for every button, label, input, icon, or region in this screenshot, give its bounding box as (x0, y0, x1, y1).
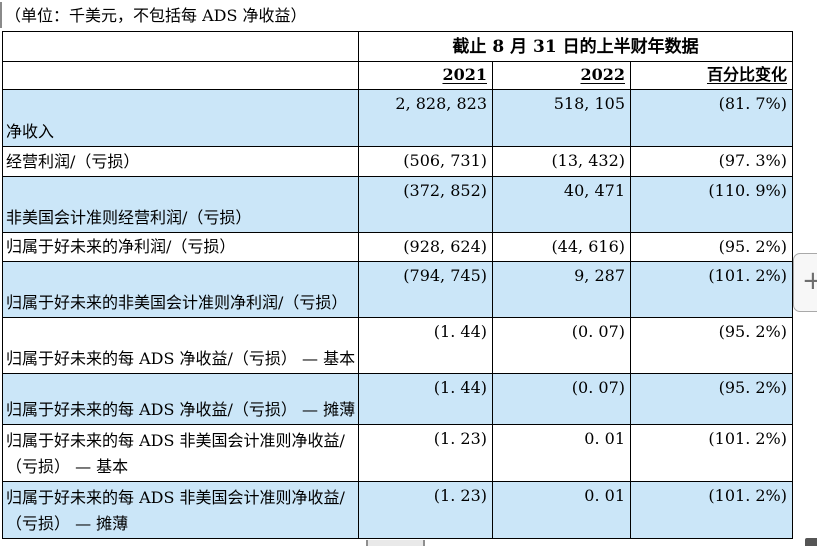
header-title-cell: 截止 8 月 31 日的上半财年数据 (358, 31, 793, 62)
table-unit-caption: （单位：千美元，不包括每 ADS 净收益） (5, 6, 307, 25)
header-row-title: 截止 8 月 31 日的上半财年数据 (2, 31, 793, 62)
cell-pct-change: (81. 7%) (630, 89, 793, 147)
cell-pct-change: (95. 2%) (630, 373, 793, 425)
header-row-columns: 2021 2022 百分比变化 (2, 61, 793, 90)
row-label: 经营利润/（亏损） (2, 146, 359, 177)
column-header-pct-change: 百分比变化 (630, 61, 793, 90)
horizontal-scrollbar-thumb[interactable] (366, 540, 425, 546)
row-label: 归属于好未来的净利润/（亏损） (2, 232, 359, 262)
cell-2021: (1. 23) (358, 481, 493, 539)
cell-2022: 0. 01 (492, 481, 631, 539)
cell-pct-change: (101. 2%) (630, 424, 793, 482)
table-row: 归属于好未来的每 ADS 净收益/（亏损） — 基本 (1. 44) (0. 0… (2, 317, 793, 374)
row-label: 净收入 (2, 89, 359, 147)
cell-pct-change: (95. 2%) (630, 232, 793, 262)
cell-2022: 9, 287 (492, 261, 631, 318)
cell-pct-change: (97. 3%) (630, 146, 793, 177)
financial-data-table: 截止 8 月 31 日的上半财年数据 2021 2022 百分比变化 净收入 2… (2, 31, 793, 539)
header-empty-cell (2, 31, 359, 62)
zoom-in-button[interactable]: + (793, 253, 817, 312)
column-header-2022: 2022 (492, 61, 631, 90)
cell-pct-change: (110. 9%) (630, 176, 793, 233)
cell-2021: (1. 44) (358, 317, 493, 374)
table-row: 非美国会计准则经营利润/（亏损） (372, 852) 40, 471 (110… (2, 176, 793, 233)
table-row: 归属于好未来的净利润/（亏损） (928, 624) (44, 616) (95… (2, 232, 793, 262)
cell-pct-change: (101. 2%) (630, 481, 793, 539)
cell-2021: (794, 745) (358, 261, 493, 318)
scroll-corner (805, 538, 817, 546)
column-header-2021: 2021 (358, 61, 493, 90)
table-row: 归属于好未来的非美国会计准则净利润/（亏损） (794, 745) 9, 287… (2, 261, 793, 318)
cell-2022: (44, 616) (492, 232, 631, 262)
cell-2022: (0. 07) (492, 373, 631, 425)
table-row: 经营利润/（亏损） (506, 731) (13, 432) (97. 3%) (2, 146, 793, 177)
cell-2022: 518, 105 (492, 89, 631, 147)
page-edge-line (0, 2, 2, 28)
row-label: 归属于好未来的每 ADS 非美国会计准则净收益/（亏损） — 基本 (2, 424, 359, 482)
table-row: 归属于好未来的每 ADS 非美国会计准则净收益/（亏损） — 摊薄 (1. 23… (2, 481, 793, 539)
cell-2021: (1. 44) (358, 373, 493, 425)
row-label: 非美国会计准则经营利润/（亏损） (2, 176, 359, 233)
table-row: 归属于好未来的每 ADS 净收益/（亏损） — 摊薄 (1. 44) (0. 0… (2, 373, 793, 425)
cell-2022: 40, 471 (492, 176, 631, 233)
cell-2021: (372, 852) (358, 176, 493, 233)
cell-2022: 0. 01 (492, 424, 631, 482)
cell-pct-change: (101. 2%) (630, 261, 793, 318)
row-label: 归属于好未来的非美国会计准则净利润/（亏损） (2, 261, 359, 318)
cell-2021: (506, 731) (358, 146, 493, 177)
table-row: 净收入 2, 828, 823 518, 105 (81. 7%) (2, 89, 793, 147)
cell-2022: (13, 432) (492, 146, 631, 177)
cell-2021: (928, 624) (358, 232, 493, 262)
cell-pct-change: (95. 2%) (630, 317, 793, 374)
row-label: 归属于好未来的每 ADS 净收益/（亏损） — 基本 (2, 317, 359, 374)
table-row: 归属于好未来的每 ADS 非美国会计准则净收益/（亏损） — 基本 (1. 23… (2, 424, 793, 482)
row-label: 归属于好未来的每 ADS 非美国会计准则净收益/（亏损） — 摊薄 (2, 481, 359, 539)
cell-2021: 2, 828, 823 (358, 89, 493, 147)
row-label: 归属于好未来的每 ADS 净收益/（亏损） — 摊薄 (2, 373, 359, 425)
cell-2022: (0. 07) (492, 317, 631, 374)
header-empty-cell (2, 61, 359, 90)
cell-2021: (1. 23) (358, 424, 493, 482)
